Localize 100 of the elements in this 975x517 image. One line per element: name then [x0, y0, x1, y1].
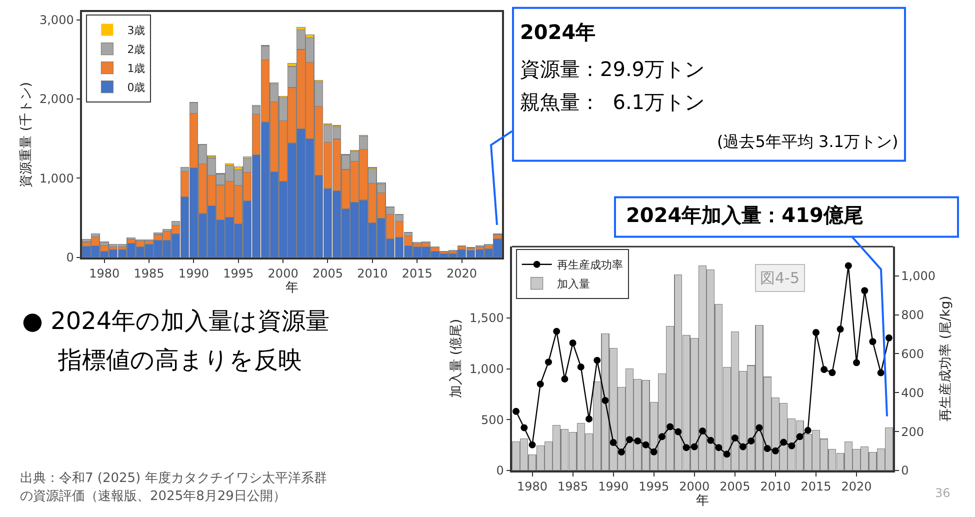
point	[748, 437, 755, 444]
point	[804, 426, 812, 434]
x-tick-label: 2005	[720, 480, 750, 494]
y-tick-label: 500	[480, 412, 504, 427]
y-axis-title: 加入量 (億尾)	[448, 318, 464, 398]
point	[764, 445, 771, 452]
x-tick-label: 2020	[841, 480, 872, 494]
point	[707, 436, 714, 444]
point	[820, 366, 828, 373]
point	[520, 424, 528, 432]
point	[780, 438, 788, 446]
point	[877, 369, 884, 376]
point	[553, 328, 560, 335]
y-tick-label: 0	[66, 250, 74, 265]
x-tick-label: 1985	[558, 480, 588, 494]
annotation: 図4-5	[760, 269, 800, 287]
y2-axis-title: 再生産成功率 (尾/kg)	[938, 296, 954, 422]
legend-label: 再生産成功率	[556, 258, 623, 272]
x-tick-label: 1980	[89, 266, 120, 281]
legend-label: 2歳	[127, 43, 146, 56]
y2-tick-label: 600	[901, 346, 924, 361]
legend-label: 3歳	[127, 24, 146, 38]
y2-tick-label: 200	[901, 424, 924, 439]
x-axis-title: 年	[696, 494, 709, 509]
point	[699, 428, 706, 435]
x-tick-label: 2020	[446, 266, 478, 281]
x-tick-label: 1995	[223, 266, 254, 281]
point	[618, 448, 625, 456]
point	[610, 439, 617, 446]
text: 2024年加入量：419億尾	[626, 203, 864, 227]
point	[544, 358, 552, 366]
point	[642, 441, 650, 448]
point	[772, 447, 779, 454]
point	[812, 328, 820, 336]
point	[602, 396, 609, 404]
point	[682, 444, 690, 452]
y-axis-title: 資源重量 (千トン)	[18, 82, 34, 188]
point	[536, 380, 544, 388]
legend-label: 1歳	[127, 62, 146, 76]
point	[853, 359, 860, 366]
x-tick-label: 2005	[312, 266, 344, 281]
point	[740, 443, 747, 450]
point	[594, 356, 601, 364]
y2-tick-label: 400	[901, 386, 924, 400]
point	[650, 448, 658, 456]
y2-tick-label: 800	[901, 308, 924, 322]
x-axis-title: 年	[286, 280, 298, 296]
point	[828, 369, 836, 376]
x-tick-label: 1985	[134, 266, 164, 281]
y2-tick-label: 0	[901, 464, 909, 478]
y-tick-label: 1,000	[39, 171, 74, 186]
y-tick-label: 0	[496, 464, 504, 478]
point	[788, 442, 796, 450]
x-tick-label: 2015	[800, 480, 832, 494]
text: の資源評価（速報版、2025年8月29日公開）	[20, 489, 286, 504]
point	[674, 428, 682, 436]
text: 資源量：29.9万トン	[520, 57, 705, 81]
text: 親魚量： 6.1万トン	[520, 90, 705, 114]
point	[634, 437, 642, 444]
text: ● 2024年の加入量は資源量	[22, 307, 330, 335]
y-tick-label: 3,000	[39, 12, 74, 27]
x-tick-label: 2010	[760, 480, 791, 494]
y-tick-label: 1,000	[469, 362, 504, 376]
x-tick-label: 2010	[357, 266, 388, 281]
x-tick-label: 1995	[638, 480, 670, 494]
point	[528, 441, 536, 448]
point	[836, 326, 844, 333]
source-note: 出典：令和7 (2025) 年度カタクチイワシ太平洋系群	[20, 470, 327, 486]
point	[723, 450, 730, 458]
y2-tick-label: 1,000	[901, 269, 936, 284]
point	[756, 424, 763, 432]
point	[731, 434, 738, 442]
point	[885, 334, 892, 342]
x-tick-label: 1990	[178, 266, 209, 281]
x-tick-label: 1980	[516, 480, 548, 494]
point	[666, 423, 674, 430]
y-tick-label: 1,500	[469, 311, 504, 326]
point	[869, 338, 876, 346]
point	[561, 376, 568, 383]
y-tick-label: 2,000	[39, 92, 74, 106]
point	[586, 415, 593, 422]
point	[844, 262, 852, 270]
legend-label: 加入量	[556, 278, 590, 291]
legend-label: 0歳	[127, 81, 146, 94]
point	[512, 408, 520, 415]
text: 36	[935, 486, 950, 500]
point	[626, 436, 634, 444]
text: 2024年	[520, 20, 596, 44]
x-tick-label: 1990	[598, 480, 629, 494]
point	[658, 433, 666, 440]
text: 指標値の高まりを反映	[57, 346, 302, 374]
point	[715, 444, 722, 452]
point	[861, 287, 868, 294]
x-tick-label: 2015	[402, 266, 432, 281]
text: (過去5年平均 3.1万トン)	[717, 132, 898, 151]
point	[690, 443, 698, 450]
point	[569, 340, 576, 346]
point	[577, 363, 584, 370]
x-tick-label: 2000	[679, 480, 710, 494]
x-tick-label: 2000	[268, 266, 298, 281]
